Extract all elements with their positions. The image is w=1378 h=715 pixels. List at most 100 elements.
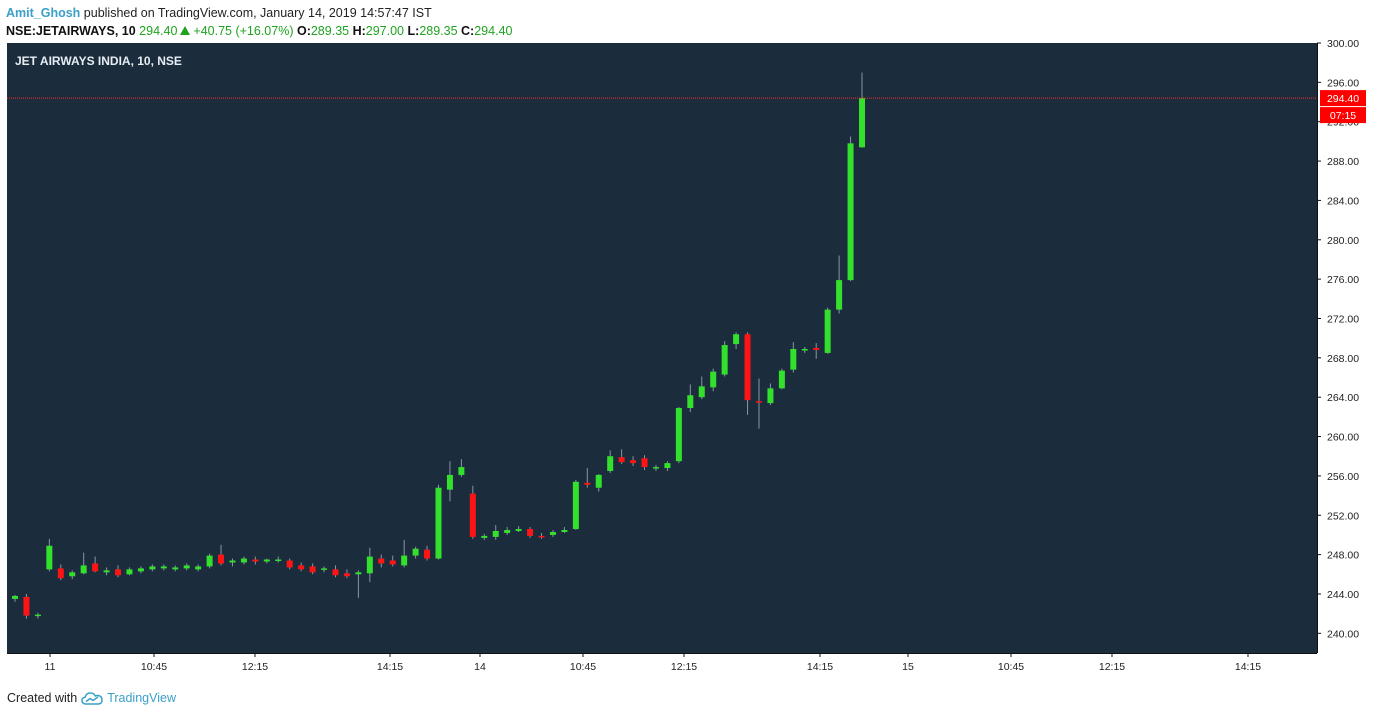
price-tick-label: 284.00 (1327, 195, 1359, 207)
candle-body[interactable] (847, 143, 854, 281)
candle-body[interactable] (92, 563, 99, 572)
candle-body[interactable] (527, 529, 534, 536)
published-line: Amit_Ghosh published on TradingView.com,… (6, 4, 1366, 22)
candle-body[interactable] (721, 345, 728, 375)
candle-body[interactable] (137, 568, 144, 572)
chart-header: Amit_Ghosh published on TradingView.com,… (6, 4, 1366, 40)
candle-body[interactable] (790, 348, 797, 370)
author-link[interactable]: Amit_Ghosh (6, 6, 81, 20)
candle-body[interactable] (698, 386, 705, 398)
last-price-line: 294.40 07:15 (7, 90, 1366, 124)
candle-body[interactable] (458, 467, 465, 475)
price-tick-label: 264.00 (1327, 392, 1359, 404)
candle-body[interactable] (561, 530, 568, 532)
candle-body[interactable] (321, 568, 328, 570)
time-tick-label: 14:15 (807, 661, 833, 673)
candle-body[interactable] (69, 572, 76, 577)
candle-body[interactable] (652, 467, 659, 469)
last-price-badge (1320, 90, 1366, 107)
candle-body[interactable] (401, 555, 408, 566)
symbol-label: NSE:JETAIRWAYS, 10 (6, 24, 136, 38)
candle-body[interactable] (446, 474, 453, 490)
candle-body[interactable] (103, 570, 110, 573)
candle-body[interactable] (160, 566, 167, 569)
candle-body[interactable] (687, 395, 694, 409)
candle-body[interactable] (549, 531, 556, 535)
tradingview-brand[interactable]: TradingView (107, 691, 176, 705)
candle-body[interactable] (538, 535, 545, 538)
candle-body[interactable] (80, 565, 87, 574)
candle-body[interactable] (343, 573, 350, 577)
candle-body[interactable] (126, 569, 133, 575)
candle-body[interactable] (584, 482, 591, 485)
candle-body[interactable] (630, 460, 637, 464)
candle-body[interactable] (824, 309, 831, 353)
candle-body[interactable] (12, 595, 18, 599)
candle-body[interactable] (389, 560, 396, 565)
candle-body[interactable] (46, 545, 53, 570)
candle-body[interactable] (504, 530, 511, 533)
candle-body[interactable] (572, 481, 579, 530)
candle-body[interactable] (34, 614, 41, 617)
candle-body[interactable] (252, 559, 259, 562)
candle-body[interactable] (469, 493, 476, 537)
time-tick-label: 11 (45, 661, 56, 673)
candle-body[interactable] (412, 548, 419, 556)
candle-body[interactable] (195, 566, 202, 570)
candle-body[interactable] (172, 567, 179, 570)
price-chart[interactable]: JET AIRWAYS INDIA, 10, NSE 300.00296.002… (0, 0, 1378, 690)
candle-body[interactable] (813, 348, 820, 350)
price-tick-label: 296.00 (1327, 77, 1359, 89)
time-tick-label: 12:15 (671, 661, 697, 673)
candle-body[interactable] (229, 560, 236, 563)
price-tick-label: 240.00 (1327, 628, 1359, 640)
price-tick-label: 268.00 (1327, 353, 1359, 365)
open-value: 289.35 (310, 24, 350, 38)
candle-body[interactable] (424, 549, 431, 559)
candle-body[interactable] (778, 370, 785, 389)
candle-body[interactable] (263, 559, 270, 562)
candle-body[interactable] (801, 348, 808, 351)
footer: Created with TradingView (7, 689, 176, 707)
candle-body[interactable] (149, 566, 156, 570)
price-tick-label: 276.00 (1327, 274, 1359, 286)
time-axis[interactable]: 11 10:45 12:15 14:15 14 10:45 12:15 14:15 15 10:4… (7, 653, 1317, 673)
created-with-text: Created with (7, 691, 78, 705)
candle-body[interactable] (355, 572, 362, 575)
candle-body[interactable] (298, 565, 305, 570)
candle-body[interactable] (675, 408, 682, 462)
candle-body[interactable] (767, 388, 774, 404)
candle-body[interactable] (481, 535, 488, 538)
candle-body[interactable] (115, 569, 122, 576)
candle-body[interactable] (332, 569, 339, 576)
candle-body[interactable] (378, 558, 385, 564)
candle-body[interactable] (435, 487, 442, 559)
candle-body[interactable] (492, 531, 499, 537)
candle-body[interactable] (275, 559, 282, 562)
candle-body[interactable] (744, 334, 751, 401)
candle-body[interactable] (23, 596, 30, 616)
candle-body[interactable] (607, 456, 614, 471)
candle-body[interactable] (366, 556, 373, 574)
price-axis[interactable]: 300.00296.00292.00288.00284.00280.00276.… (1317, 38, 1359, 653)
price-tick-label: 248.00 (1327, 550, 1359, 562)
candle-body[interactable] (710, 371, 717, 388)
candle-body[interactable] (57, 568, 64, 579)
candle-body[interactable] (240, 558, 247, 563)
candle-body[interactable] (618, 457, 625, 463)
candle-body[interactable] (664, 463, 671, 469)
candle-body[interactable] (859, 98, 865, 148)
candle-body[interactable] (309, 566, 316, 573)
candle-body[interactable] (733, 334, 740, 345)
candle-body[interactable] (218, 554, 225, 564)
candle-body[interactable] (641, 458, 648, 468)
price-tick-label: 288.00 (1327, 156, 1359, 168)
candle-body[interactable] (183, 565, 190, 569)
candle-body[interactable] (836, 280, 843, 310)
candle-body[interactable] (286, 560, 293, 568)
candle-body[interactable] (206, 555, 213, 567)
candle-body[interactable] (515, 529, 522, 531)
candle-body[interactable] (595, 474, 602, 488)
candle-body[interactable] (755, 401, 762, 403)
time-tick-label: 12:15 (1099, 661, 1125, 673)
